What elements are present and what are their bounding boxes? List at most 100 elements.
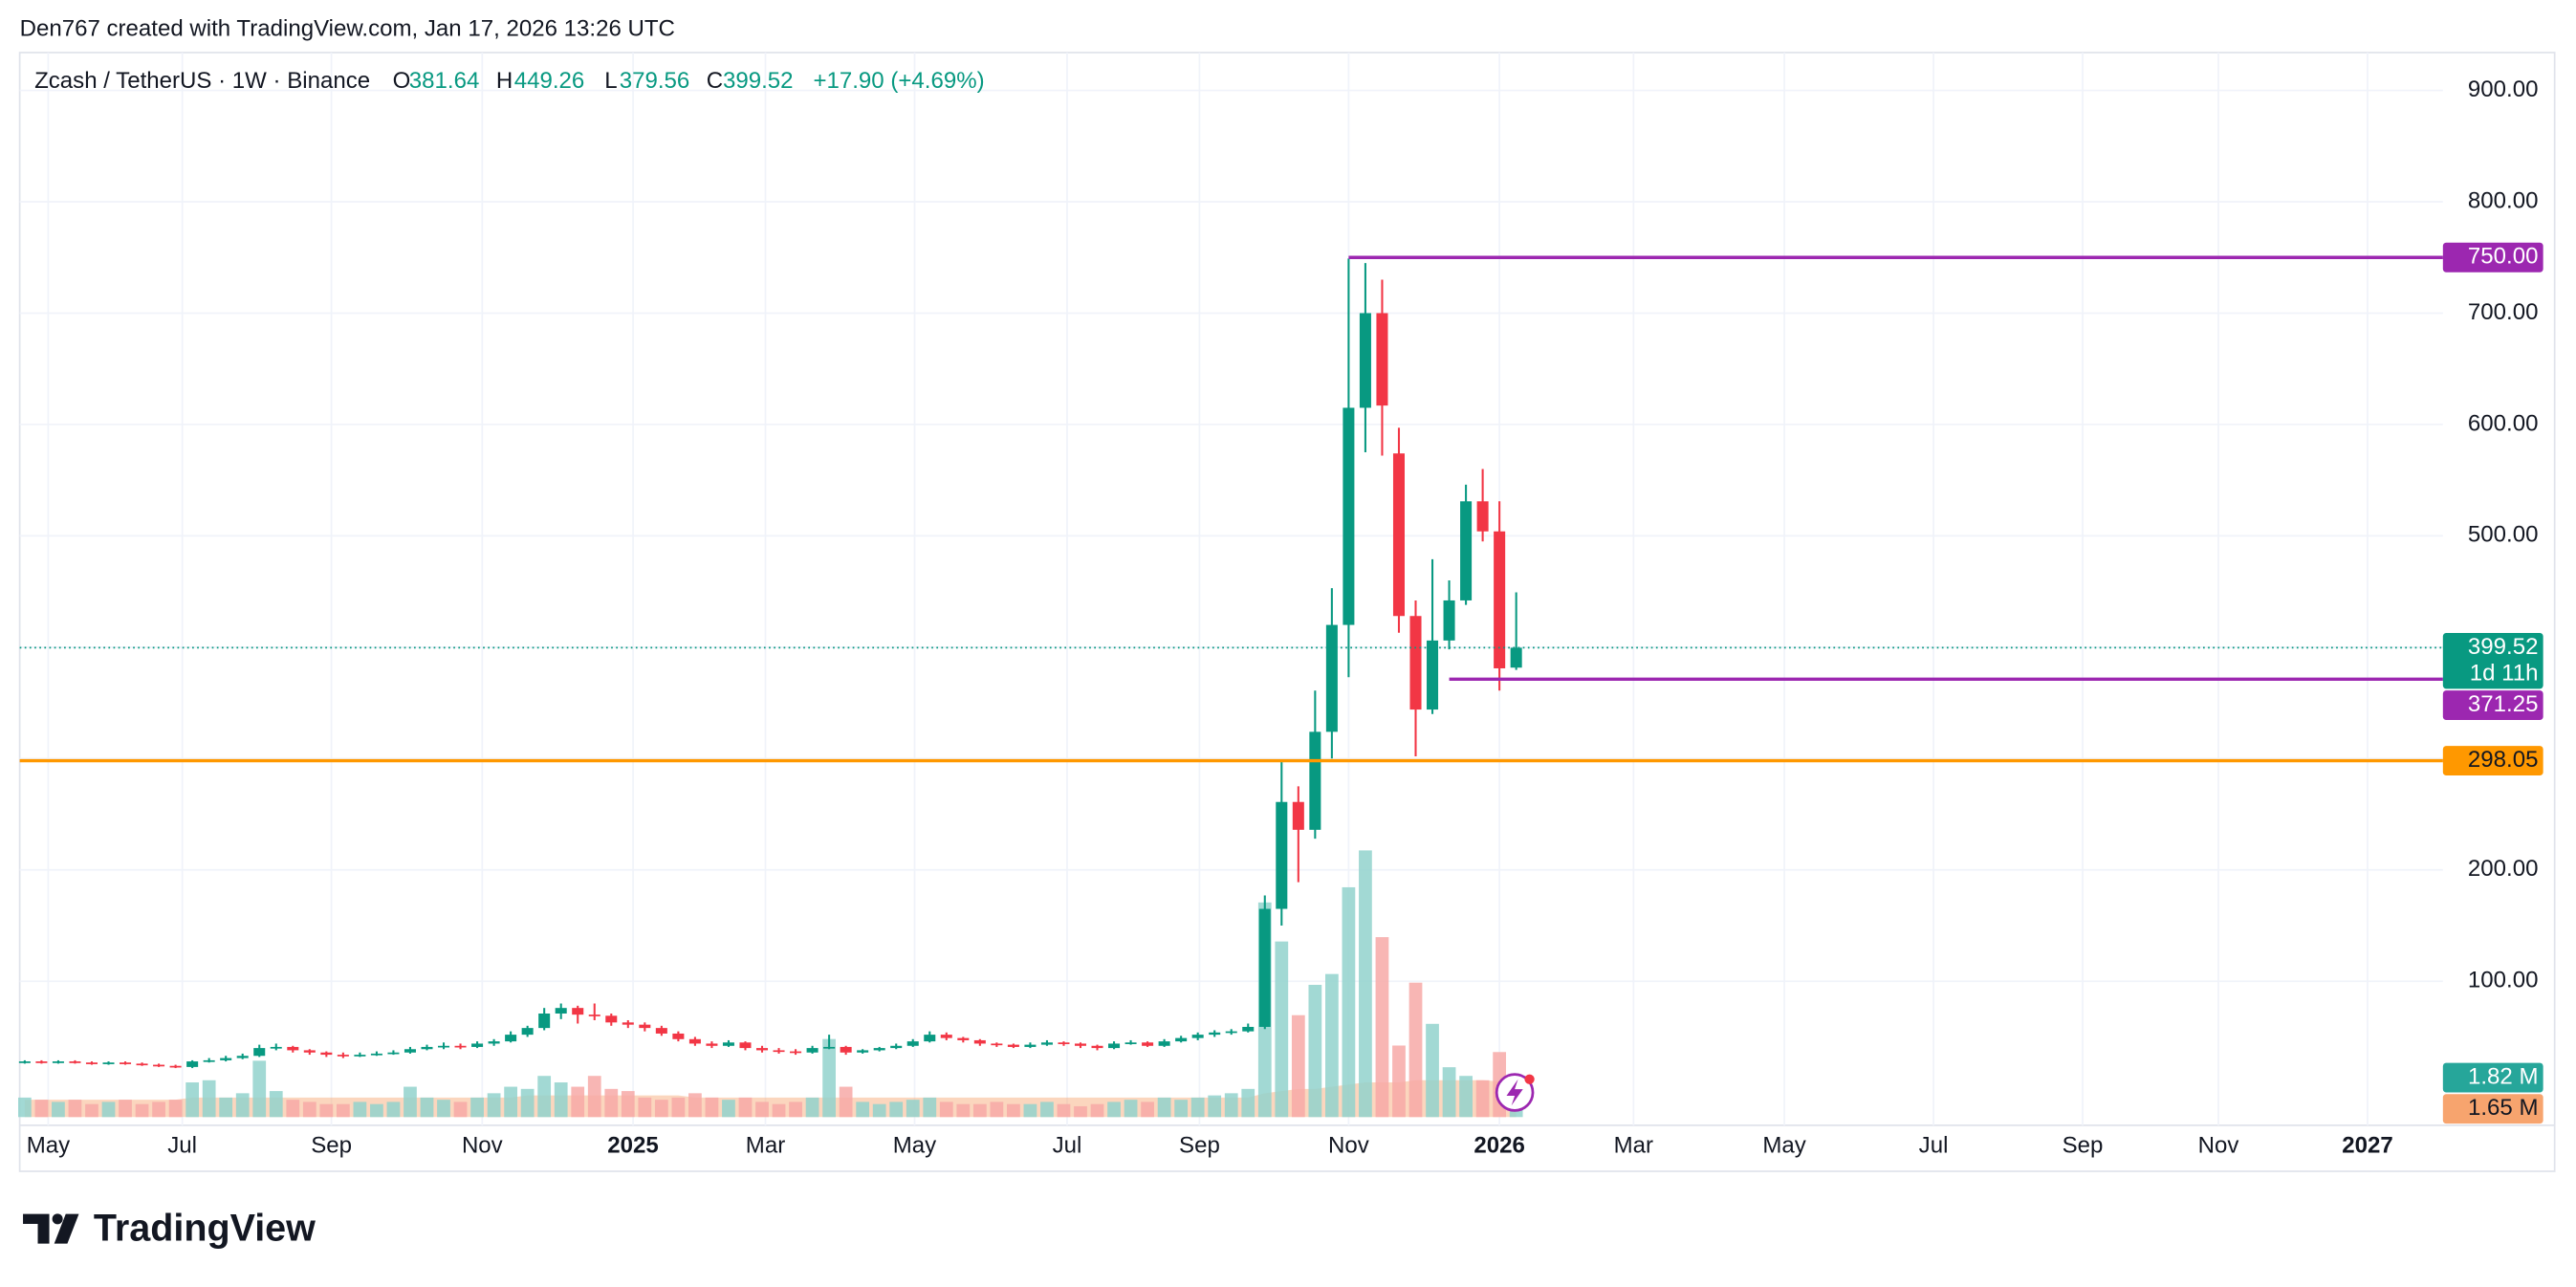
volume-bar <box>738 1097 753 1118</box>
candle-body <box>588 1014 600 1016</box>
volume-bar <box>168 1100 183 1118</box>
volume-bar <box>370 1103 383 1118</box>
volume-bar <box>1224 1093 1238 1118</box>
y-tick-label: 900.00 <box>2468 76 2539 102</box>
candle-body <box>1427 640 1439 710</box>
volume-bar <box>571 1086 585 1118</box>
volume-bar <box>504 1086 517 1118</box>
volume-bar <box>1124 1100 1138 1118</box>
volume-bar <box>839 1086 853 1118</box>
candle-body <box>572 1008 584 1015</box>
candle-body <box>1409 616 1422 710</box>
volume-bar <box>772 1103 786 1118</box>
candle-body <box>1376 313 1388 406</box>
volume-bar <box>1275 941 1289 1118</box>
axis-price-label: 1.82 M <box>2468 1063 2539 1089</box>
candle-body <box>1276 801 1288 909</box>
volume-bar <box>186 1082 200 1118</box>
candle-body <box>1108 1043 1121 1049</box>
axis-price-label: 1d 11h <box>2470 660 2539 686</box>
x-tick-label: Jul <box>1919 1133 1949 1159</box>
volume-bar <box>1174 1100 1189 1118</box>
candle-body <box>153 1064 165 1067</box>
candle-body <box>1040 1042 1053 1045</box>
candle-body <box>1309 731 1321 830</box>
candle-body <box>102 1062 115 1064</box>
volume-bar <box>1342 886 1356 1118</box>
candle-body <box>236 1056 249 1058</box>
volume-bar <box>1057 1103 1071 1118</box>
candle-body <box>1209 1032 1221 1036</box>
candle-body <box>1510 647 1522 668</box>
volume-bar <box>705 1097 719 1118</box>
candle-body <box>253 1048 266 1057</box>
brand-logo: TradingView <box>23 1207 316 1249</box>
volume-bar <box>1141 1102 1154 1118</box>
x-tick-label: May <box>893 1133 936 1159</box>
x-tick-label: May <box>1762 1133 1805 1159</box>
volume-bar <box>1459 1076 1473 1118</box>
candle-body <box>1292 801 1304 830</box>
candle-body <box>1225 1031 1237 1034</box>
y-tick-label: 800.00 <box>2468 187 2539 213</box>
volume-bar <box>822 1038 836 1118</box>
volume-bar <box>453 1102 468 1118</box>
axis-price-label: 399.52 <box>2468 634 2539 660</box>
volume-bar <box>487 1093 501 1118</box>
volume-bar <box>972 1103 987 1118</box>
candle-body <box>186 1061 199 1067</box>
volume-bar <box>1375 937 1389 1118</box>
candle-body <box>991 1043 1003 1046</box>
candle-body <box>136 1063 148 1066</box>
y-tick-label: 100.00 <box>2468 968 2539 993</box>
volume-bar <box>537 1076 552 1118</box>
volume-bar <box>404 1086 417 1118</box>
volume-bar <box>1157 1097 1171 1118</box>
candle-body <box>655 1028 667 1034</box>
volume-bar <box>1007 1103 1020 1118</box>
x-tick-label: Mar <box>1614 1133 1653 1159</box>
volume-bar <box>688 1093 702 1118</box>
axis-price-box <box>2442 746 2543 776</box>
volume-bar <box>1475 1080 1490 1118</box>
candle-body <box>773 1050 785 1053</box>
volume-bar <box>889 1102 904 1118</box>
x-tick-label: 2027 <box>2342 1133 2393 1159</box>
candle-body <box>1175 1037 1188 1042</box>
x-tick-label: Sep <box>1179 1133 1220 1159</box>
volume-bar <box>119 1100 132 1118</box>
volume-bar <box>202 1080 216 1118</box>
volume-bar <box>587 1076 601 1118</box>
y-tick-label: 700.00 <box>2468 299 2539 325</box>
candle-body <box>1392 453 1405 617</box>
candle-body <box>857 1050 869 1053</box>
brand-name: TradingView <box>94 1207 316 1249</box>
volume-bar <box>286 1100 300 1118</box>
x-tick-label: Sep <box>2063 1133 2104 1159</box>
volume-bar <box>269 1091 283 1118</box>
candle-body <box>1158 1041 1170 1046</box>
axis-price-label: 298.05 <box>2468 747 2539 773</box>
symbol-title: Zcash / TetherUS · 1W · Binance <box>34 68 370 94</box>
candle-body <box>454 1045 467 1048</box>
ohlc-value: 399.52 <box>723 68 794 94</box>
candle-body <box>840 1046 852 1053</box>
ohlc-key: C <box>707 68 723 94</box>
candle-body <box>120 1062 132 1064</box>
volume-bar <box>353 1102 367 1118</box>
volume-bar <box>420 1097 434 1118</box>
candle-body <box>303 1050 316 1053</box>
x-tick-label: Nov <box>1328 1133 1369 1159</box>
volume-bar <box>805 1097 819 1118</box>
axis-price-box <box>2442 1094 2543 1124</box>
candle-body <box>169 1065 182 1068</box>
alert-dot <box>1524 1074 1535 1084</box>
x-tick-label: Mar <box>746 1133 785 1159</box>
volume-bar <box>621 1091 635 1118</box>
candle-body <box>940 1035 952 1038</box>
candle-body <box>538 1013 551 1029</box>
candle-body <box>521 1028 534 1036</box>
volume-bar <box>1208 1095 1222 1118</box>
volume-bar <box>319 1103 334 1118</box>
candle-body <box>1443 600 1455 641</box>
